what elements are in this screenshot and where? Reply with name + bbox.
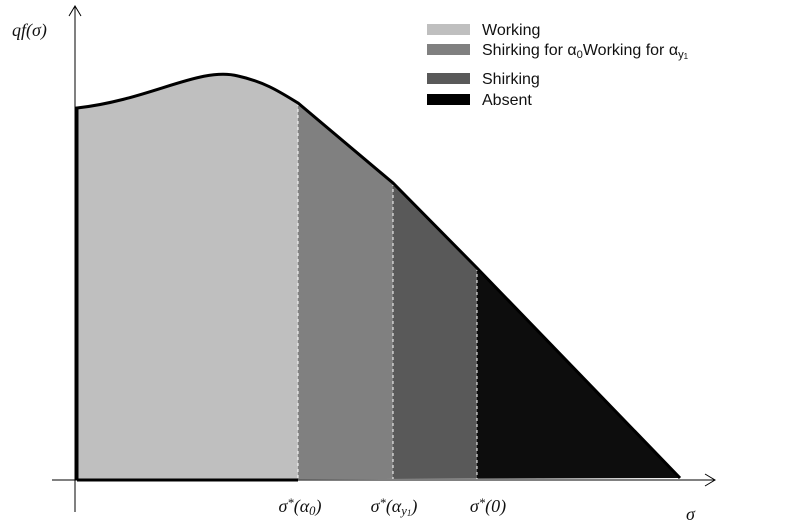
legend-label: Shirking xyxy=(482,71,540,88)
working-area xyxy=(77,74,298,480)
legend-label: Absent xyxy=(482,92,532,109)
text-run: qf(σ) xyxy=(12,20,47,41)
legend-label: Shirking for α0Working for αy1 xyxy=(482,42,689,61)
text-run: ) xyxy=(410,496,417,517)
y-arrow xyxy=(68,5,82,17)
y-axis-label: qf(σ) xyxy=(12,20,47,41)
text-run: y xyxy=(678,49,684,61)
text-run: * xyxy=(380,496,387,510)
areas xyxy=(77,74,680,480)
x-axis-label: σ xyxy=(686,504,696,524)
text-run: Shirking for α xyxy=(482,42,577,59)
text-run: 1 xyxy=(684,52,689,61)
text-run: 1 xyxy=(407,508,412,518)
dividers xyxy=(297,103,478,479)
x-tick-label: σ*(α0) xyxy=(279,496,322,518)
x-tick-label: σ*(0) xyxy=(470,496,506,517)
text-run: (0) xyxy=(485,496,506,517)
curve xyxy=(75,72,682,480)
x-tick-label: σ*(αy1) xyxy=(371,496,418,518)
text-run: y xyxy=(399,504,407,518)
text-run: * xyxy=(479,496,486,510)
text-run: Working for α xyxy=(583,42,678,59)
mixed-area xyxy=(298,74,393,480)
text-run: Working xyxy=(482,22,540,39)
text-run: ) xyxy=(314,496,321,517)
x-arrow xyxy=(704,473,716,487)
text-run: σ xyxy=(686,504,696,524)
legend-swatch xyxy=(427,73,470,84)
text-run: 0 xyxy=(309,504,316,518)
text-run: (α xyxy=(294,496,310,517)
legend-swatch xyxy=(427,24,470,35)
text-run: (α xyxy=(386,496,402,517)
legend-label: Working xyxy=(482,22,540,39)
text-run: σ xyxy=(371,496,381,516)
legend-swatch xyxy=(427,44,470,55)
legend-swatch xyxy=(427,94,470,105)
text-run: σ xyxy=(279,496,289,516)
text-run: * xyxy=(287,496,294,510)
text-run: σ xyxy=(470,496,480,516)
text-run: Absent xyxy=(482,92,532,109)
text-run: 0 xyxy=(577,49,583,61)
text-run: Shirking xyxy=(482,71,540,88)
